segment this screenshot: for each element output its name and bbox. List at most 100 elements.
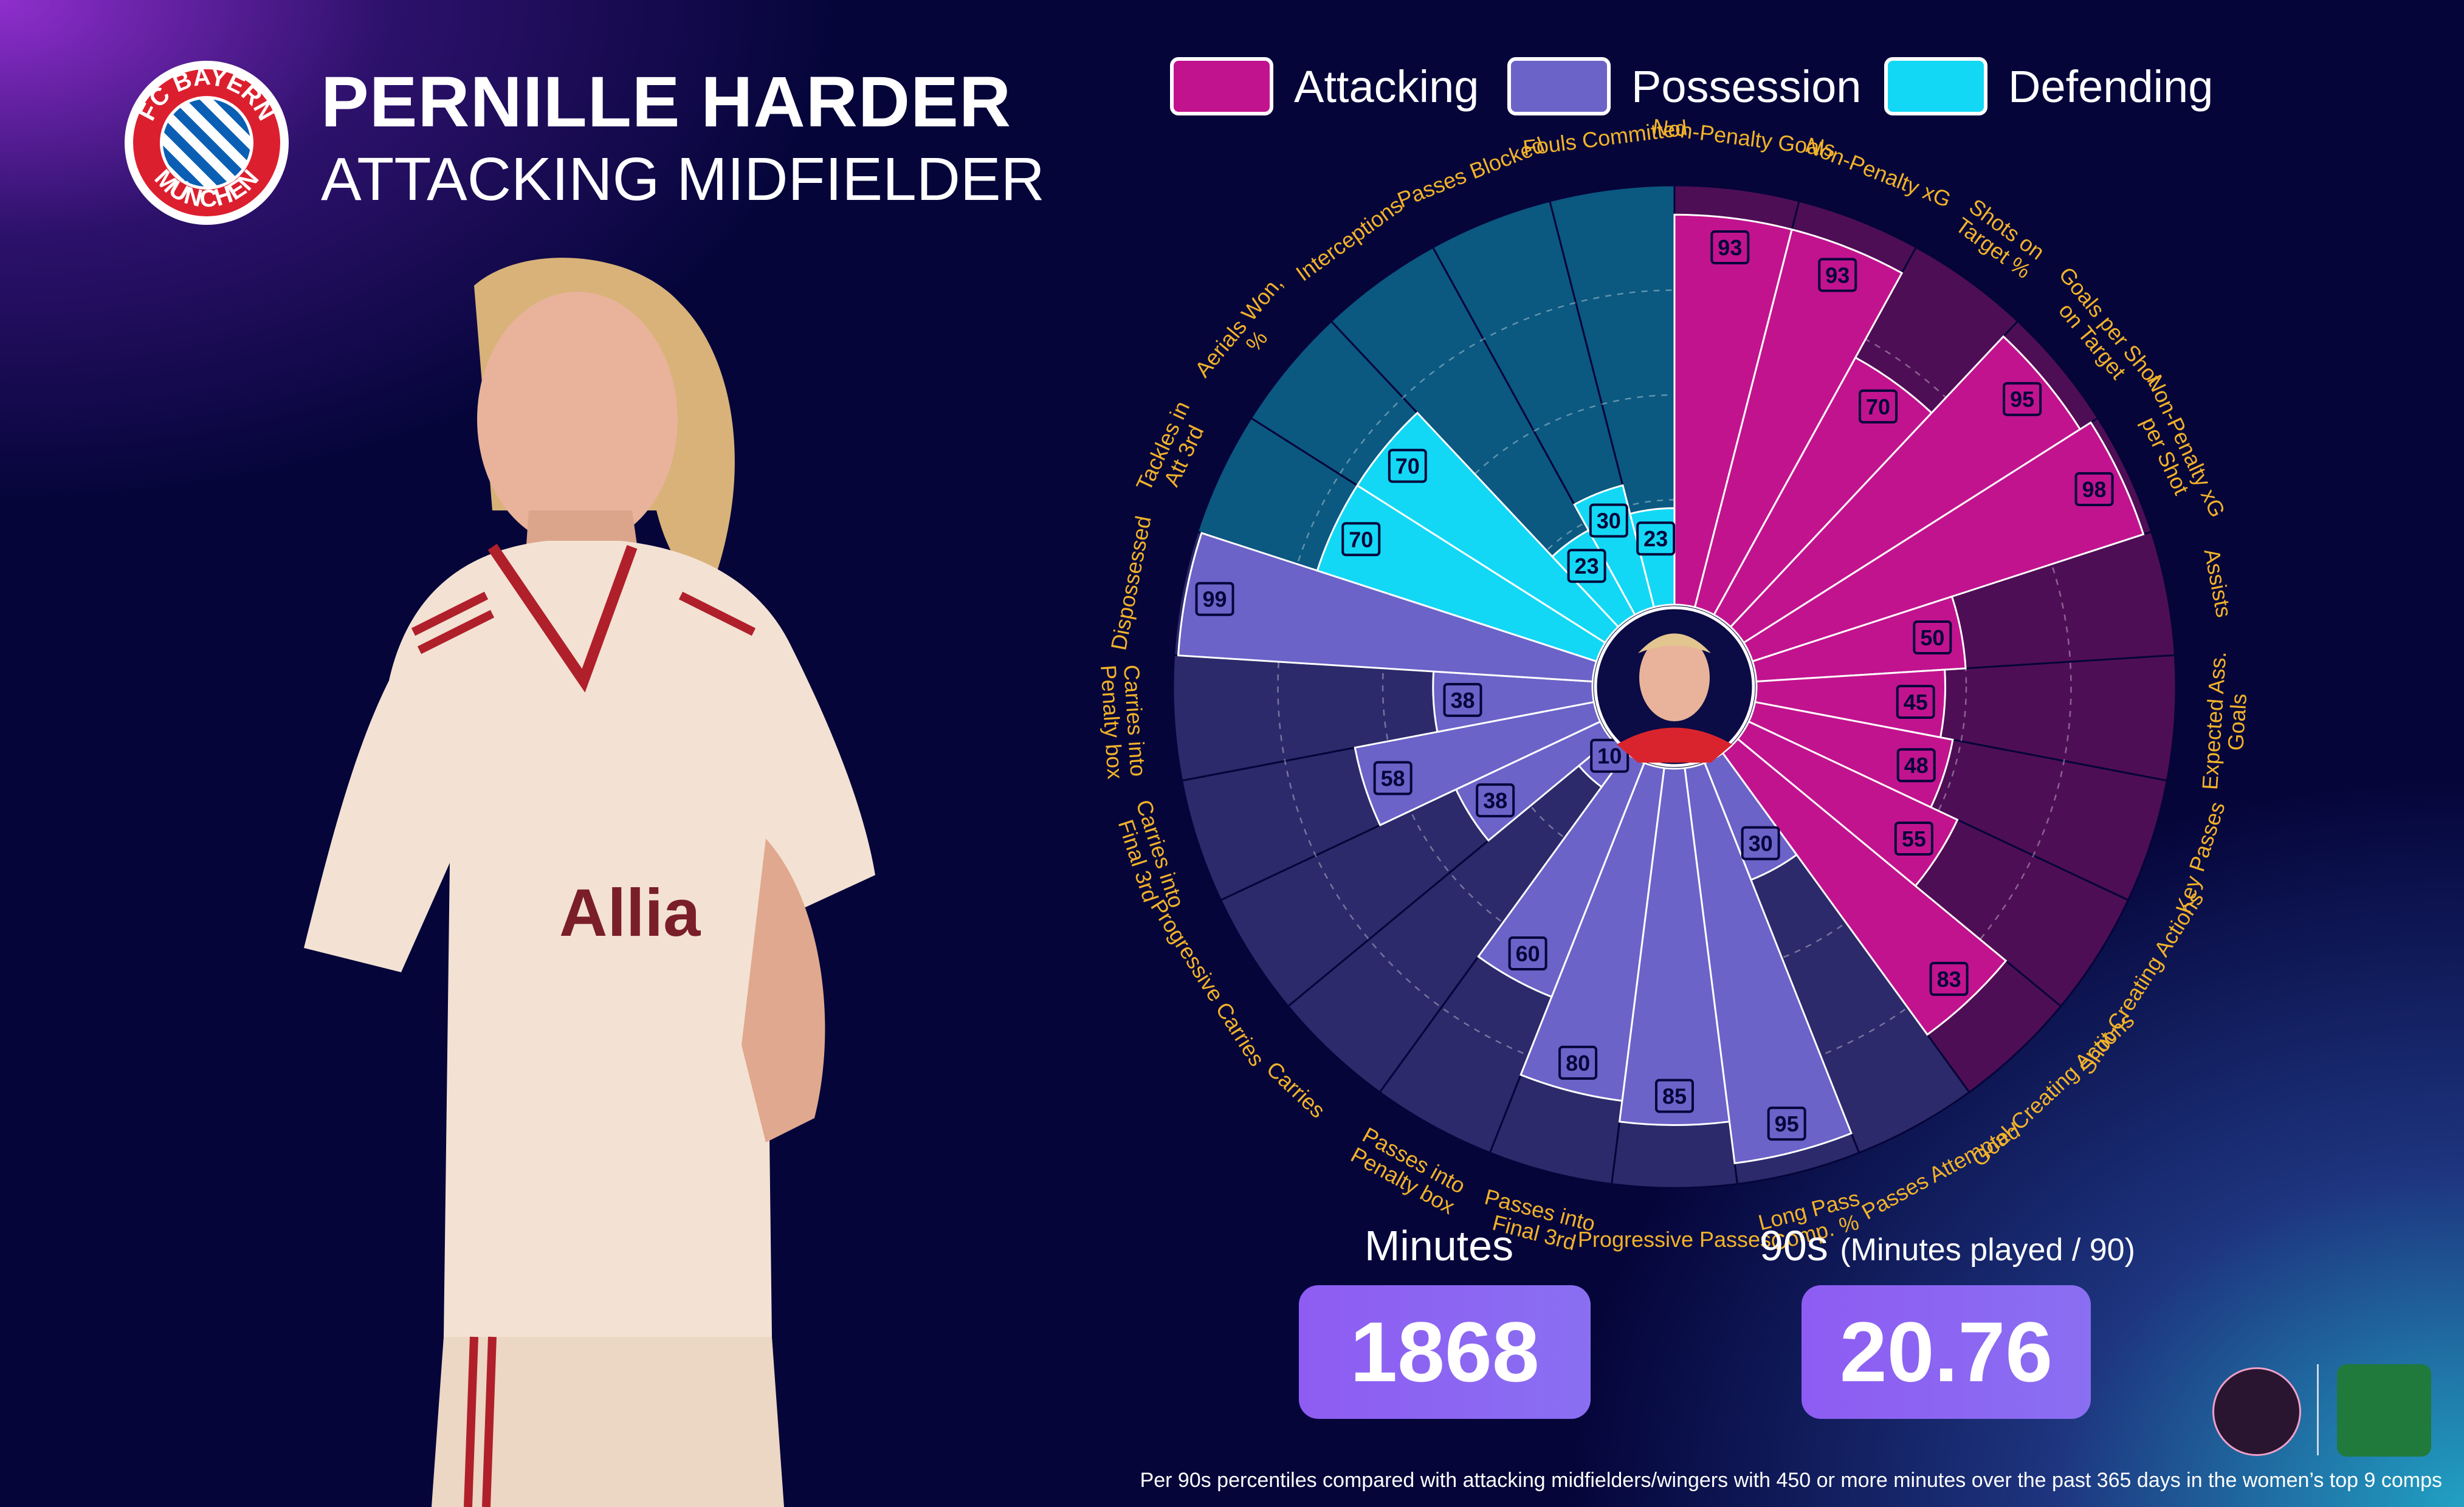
bar-progressive-passes	[1618, 767, 1731, 1126]
minutes-value-box: 1868	[1299, 1285, 1591, 1419]
svg-text:30: 30	[1749, 831, 1773, 856]
svg-text:38: 38	[1450, 688, 1475, 713]
bar-non-penalty-goals	[1673, 213, 1793, 609]
minutes-value: 1868	[1350, 1304, 1540, 1399]
value-label: 30	[1589, 503, 1628, 538]
legend-attacking: Attacking	[1170, 56, 1479, 117]
svg-text:45: 45	[1904, 690, 1928, 715]
value-label: 23	[1567, 549, 1606, 583]
axis-label: Carries	[1262, 1056, 1330, 1122]
value-label: 45	[1896, 684, 1935, 719]
value-label: 70	[1341, 522, 1381, 557]
bar-dispossessed	[1177, 532, 1598, 683]
bar-goals-per-shot-on-target	[1729, 335, 2082, 644]
value-label: 93	[1818, 258, 1857, 292]
green-football-logo	[2337, 1364, 2431, 1457]
bar-non-penalty-xg-per-shot	[1742, 421, 2145, 663]
value-label: 48	[1896, 748, 1936, 783]
value-label: 93	[1710, 230, 1750, 265]
axis-label: Tackles inAtt 3rd	[1131, 397, 1216, 505]
legend-swatch-attacking	[1170, 57, 1273, 115]
value-label: 70	[1388, 448, 1427, 483]
svg-text:50: 50	[1920, 625, 1944, 650]
svg-text:55: 55	[1902, 826, 1926, 851]
value-label: 30	[1741, 826, 1780, 860]
value-label: 38	[1443, 682, 1482, 717]
svg-text:30: 30	[1597, 509, 1621, 534]
svg-text:99: 99	[1203, 587, 1227, 612]
value-label: 70	[1859, 389, 1898, 424]
nineties-label-group: 90s (Minutes played / 90)	[1760, 1221, 2135, 1270]
svg-text:60: 60	[1516, 941, 1540, 966]
bar-shots-on-target-	[1713, 356, 1933, 628]
svg-text:23: 23	[1575, 554, 1599, 578]
svg-text:10: 10	[1597, 744, 1622, 769]
value-label: 98	[2074, 472, 2114, 507]
minutes-label: Minutes	[1364, 1222, 1514, 1269]
value-label: 58	[1373, 761, 1413, 795]
value-label: 80	[1558, 1045, 1598, 1080]
value-label: 99	[1195, 582, 1234, 616]
legend-label-attacking: Attacking	[1294, 61, 1479, 112]
value-label: 60	[1508, 936, 1547, 971]
legend-possession: Possession	[1507, 56, 1861, 117]
svg-text:98: 98	[2082, 477, 2107, 502]
club-crest-logo: FC BAYERN MÜNCHEN	[125, 61, 289, 225]
value-label: 55	[1894, 821, 1933, 856]
center-player-avatar	[1594, 606, 1755, 767]
axis-label: Carries intoPenalty box	[1096, 663, 1151, 780]
value-label: 95	[1767, 1107, 1806, 1141]
svg-text:48: 48	[1904, 753, 1929, 778]
axis-label: Carries intoFinal 3rd	[1109, 797, 1189, 918]
svg-text:93: 93	[1718, 235, 1742, 260]
nineties-label: 90s	[1760, 1222, 1828, 1269]
legend-swatch-defending	[1884, 57, 1987, 115]
axis-label: Dispossessed	[1106, 513, 1155, 652]
value-label: 38	[1476, 783, 1515, 818]
axis-label: Progressive Passes	[1578, 1227, 1771, 1252]
axis-label: Fouls Committed	[1521, 115, 1688, 160]
bar-passes-into-final-3rd	[1519, 761, 1665, 1102]
svg-text:23: 23	[1643, 526, 1668, 551]
nineties-sublabel: (Minutes played / 90)	[1840, 1232, 2135, 1268]
bar-non-penalty-xg	[1693, 228, 1904, 616]
axis-label: Shots onTarget %	[1951, 194, 2049, 283]
value-label: 83	[1929, 961, 1969, 996]
nineties-value-box: 20.76	[1802, 1285, 2091, 1419]
svg-text:Allia: Allia	[559, 876, 701, 950]
value-label: 95	[2003, 382, 2042, 416]
bar-carries-into-final-3rd	[1354, 701, 1602, 826]
bar-long-pass-comp-	[1684, 761, 1853, 1164]
value-label: 23	[1636, 521, 1676, 556]
svg-text:95: 95	[1775, 1111, 1799, 1136]
svg-text:38: 38	[1483, 788, 1507, 813]
svg-text:70: 70	[1349, 527, 1373, 552]
legend-swatch-possession	[1507, 57, 1611, 115]
bar-assists	[1751, 595, 1967, 683]
legend-defending: Defending	[1884, 56, 2213, 117]
player-name: PERNILLE HARDER	[321, 62, 1012, 142]
svg-text:83: 83	[1937, 967, 1961, 992]
bar-tackles-in-att-3rd	[1316, 484, 1607, 663]
logo-divider	[2317, 1364, 2319, 1455]
player-position: ATTACKING MIDFIELDER	[321, 145, 1045, 213]
svg-text:85: 85	[1662, 1084, 1687, 1109]
legend-label-possession: Possession	[1631, 61, 1862, 112]
svg-text:93: 93	[1825, 263, 1850, 287]
axis-label: Interceptions	[1291, 192, 1407, 286]
nineties-value: 20.76	[1839, 1304, 2053, 1399]
value-label: 10	[1590, 738, 1629, 773]
talking-tactics-logo	[2212, 1367, 2301, 1456]
svg-text:70: 70	[1866, 394, 1890, 419]
axis-label: Expected Ass.Goals	[2197, 651, 2254, 792]
player-photo: Allia	[304, 258, 875, 1507]
footnote: Per 90s percentiles compared with attack…	[1140, 1469, 2442, 1492]
value-label: 50	[1913, 620, 1952, 655]
bar-goal-creating-actions	[1721, 737, 2008, 1036]
svg-text:80: 80	[1566, 1051, 1590, 1076]
axis-label: Non-Penalty xG	[1802, 132, 1954, 213]
axis-label: Assists	[2200, 547, 2237, 620]
svg-text:95: 95	[2010, 387, 2034, 412]
value-label: 85	[1655, 1079, 1694, 1113]
